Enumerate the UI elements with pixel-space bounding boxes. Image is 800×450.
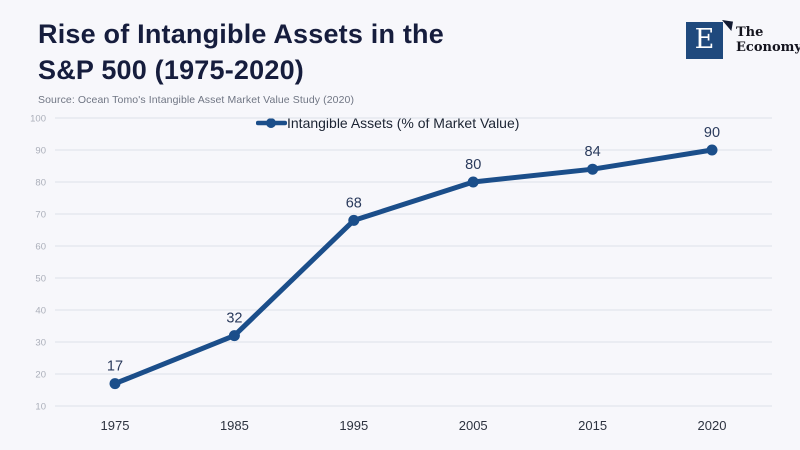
- chart-title-line2: S&P 500 (1975-2020): [38, 55, 304, 85]
- logo-wordmark-line2: Economy: [736, 40, 800, 55]
- svg-text:2020: 2020: [698, 418, 727, 433]
- svg-text:60: 60: [35, 242, 46, 253]
- svg-text:2005: 2005: [459, 418, 488, 433]
- svg-text:1985: 1985: [220, 418, 249, 433]
- logo-wordmark: The Economy: [736, 25, 800, 55]
- svg-text:90: 90: [704, 125, 720, 141]
- svg-text:100: 100: [30, 114, 46, 125]
- svg-text:80: 80: [465, 157, 481, 173]
- logo-flag-icon: [722, 20, 733, 31]
- svg-text:17: 17: [107, 359, 123, 375]
- svg-text:90: 90: [35, 146, 46, 157]
- logo-wordmark-line1: The: [736, 25, 764, 40]
- svg-text:84: 84: [585, 144, 601, 160]
- logo-letter: E: [694, 24, 715, 55]
- svg-text:50: 50: [35, 274, 46, 285]
- svg-text:32: 32: [226, 311, 242, 327]
- logo-square: E: [686, 22, 723, 59]
- svg-text:20: 20: [35, 370, 46, 381]
- svg-text:30: 30: [35, 338, 46, 349]
- svg-text:80: 80: [35, 178, 46, 189]
- legend: Intangible Assets (% of Market Value): [256, 113, 519, 133]
- chart-title: Rise of Intangible Assets in the S&P 500…: [38, 16, 444, 88]
- source-note: Source: Ocean Tomo's Intangible Asset Ma…: [38, 94, 355, 106]
- brand-logo: E The Economy: [686, 20, 800, 60]
- legend-label: Intangible Assets (% of Market Value): [287, 115, 520, 131]
- svg-text:40: 40: [35, 306, 46, 317]
- svg-text:1995: 1995: [339, 418, 368, 433]
- svg-text:2015: 2015: [578, 418, 607, 433]
- svg-text:68: 68: [346, 195, 362, 211]
- legend-line-marker-icon: [256, 118, 287, 128]
- svg-text:70: 70: [35, 210, 46, 221]
- chart-title-line1: Rise of Intangible Assets in the: [38, 19, 444, 49]
- svg-text:10: 10: [35, 402, 46, 413]
- svg-text:1975: 1975: [101, 418, 130, 433]
